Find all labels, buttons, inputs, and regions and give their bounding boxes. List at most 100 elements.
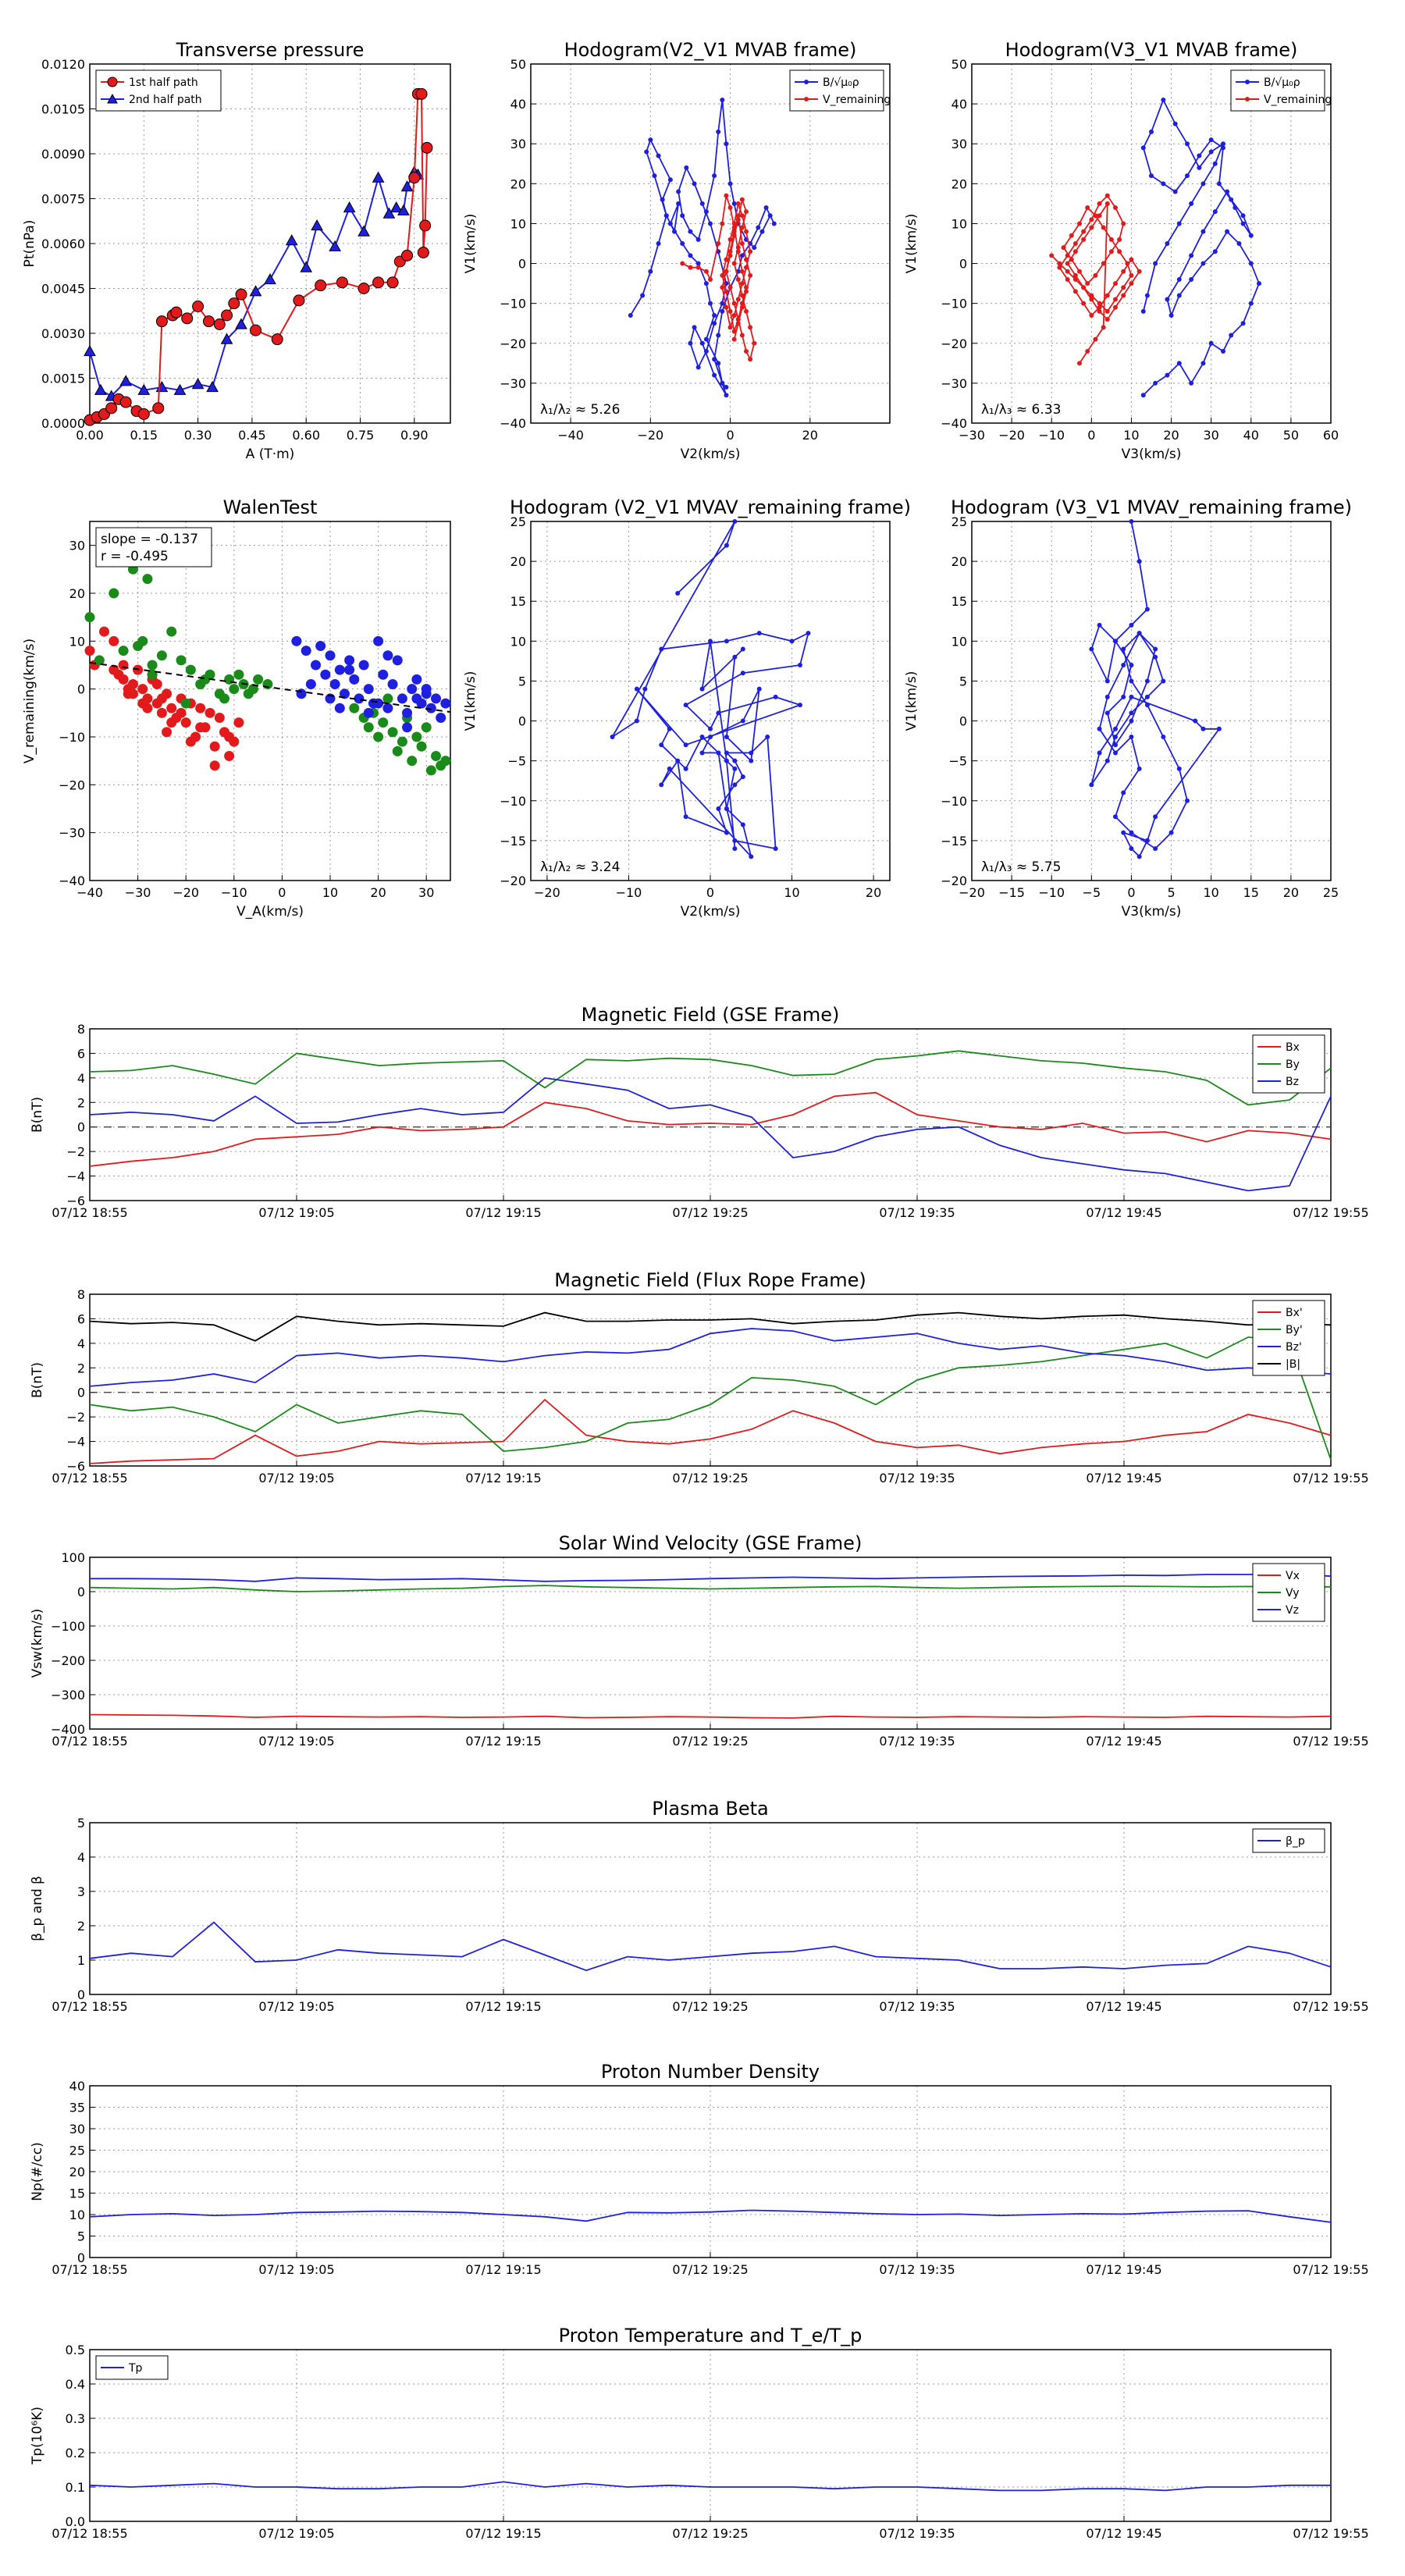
x-tick-label: 07/12 19:45	[1086, 2262, 1161, 2277]
point-v	[1101, 325, 1106, 330]
point	[1129, 678, 1134, 684]
point-1st-half	[181, 312, 194, 325]
point-1st-half	[271, 333, 283, 346]
x-tick-label: −40	[76, 885, 103, 900]
point-b	[1236, 241, 1242, 246]
chart-title: Transverse pressure	[176, 39, 365, 61]
walen-point-green	[142, 574, 153, 585]
y-tick-label: −20	[941, 873, 967, 888]
x-tick-label: 07/12 19:45	[1086, 1471, 1161, 1485]
x-tick-label: 07/12 19:35	[879, 1205, 955, 1220]
point-b	[1140, 393, 1146, 398]
point-b	[716, 361, 721, 366]
point-b	[771, 221, 777, 226]
y-tick-label: −20	[59, 777, 85, 792]
point	[1097, 726, 1102, 731]
point	[683, 703, 688, 708]
point-2nd-half	[235, 318, 247, 329]
chart-title: WalenTest	[223, 496, 318, 518]
y-tick-label: 15	[951, 594, 967, 609]
point-1st-half	[417, 247, 429, 258]
y-tick-label: 25	[69, 2144, 85, 2158]
walen-point-blue	[436, 712, 446, 723]
point-b	[1248, 301, 1254, 306]
point	[732, 782, 738, 788]
x-tick-label: 10	[784, 885, 799, 900]
legend-marker	[107, 93, 118, 104]
y-tick-label: 0	[77, 1386, 85, 1400]
x-axis-label: V3(km/s)	[1122, 904, 1182, 920]
point	[1129, 718, 1134, 724]
point	[1129, 735, 1134, 739]
y-axis-label: Tp(10⁶K)	[30, 2407, 45, 2465]
point-v	[727, 205, 733, 210]
point	[1121, 663, 1126, 667]
y-tick-label: 0.0060	[41, 237, 85, 251]
walen-point-green	[425, 765, 436, 776]
point-2nd-half	[285, 234, 298, 246]
point-v	[739, 293, 745, 298]
point	[806, 631, 811, 636]
point-v	[1081, 237, 1087, 242]
point	[1144, 694, 1150, 699]
walen-point-green	[397, 736, 407, 747]
point	[1113, 742, 1118, 748]
point-b	[644, 149, 649, 155]
legend-entry: Vy	[1286, 1587, 1300, 1599]
x-tick-label: 07/12 19:35	[879, 1734, 955, 1749]
point-b	[1221, 141, 1225, 147]
chart-title: Magnetic Field (Flux Rope Frame)	[554, 1269, 866, 1291]
series-line-β_p	[89, 1921, 1332, 1972]
walen-point-green	[373, 731, 384, 742]
point-v	[731, 313, 737, 318]
fit-slope: slope = -0.137	[101, 532, 198, 547]
y-tick-label: 0	[959, 257, 967, 272]
point-b	[1165, 297, 1170, 302]
walen-point-green	[349, 703, 360, 713]
point-b	[720, 380, 725, 386]
point-b	[1212, 249, 1218, 254]
point	[699, 735, 705, 739]
point-v	[1129, 281, 1134, 286]
y-axis-label: B(nT)	[30, 1097, 45, 1133]
walen-point-blue	[344, 655, 355, 666]
point	[724, 639, 729, 644]
walen-point-blue	[402, 722, 413, 733]
point	[773, 694, 778, 699]
point-b	[672, 229, 677, 234]
x-tick-label: 07/12 18:55	[52, 1999, 127, 2014]
point-v	[1069, 233, 1074, 238]
point-b	[724, 393, 729, 398]
point-b	[1153, 380, 1158, 386]
point-v	[724, 289, 729, 294]
walen-point-green	[416, 741, 427, 752]
series-line-b	[1142, 98, 1260, 396]
point-v	[1117, 237, 1122, 242]
point-1st-half	[408, 172, 421, 184]
point	[659, 742, 664, 748]
point-v	[1097, 201, 1102, 206]
walen-point-blue	[411, 674, 422, 685]
walen-point-red	[205, 707, 215, 718]
walen-point-blue	[387, 679, 398, 690]
point-v	[739, 281, 745, 286]
point	[708, 726, 713, 731]
x-tick-label: 30	[1203, 428, 1218, 443]
y-tick-label: 10	[510, 634, 526, 649]
point-b	[712, 313, 717, 318]
y-tick-label: 2	[77, 1361, 85, 1375]
point-b	[739, 253, 745, 258]
point-b	[1149, 173, 1154, 179]
point-b	[712, 173, 717, 179]
y-tick-label: −2	[66, 1144, 85, 1159]
y-tick-label: −30	[500, 376, 526, 391]
point-2nd-half	[249, 285, 262, 297]
point-b	[720, 98, 725, 102]
point-b	[1200, 261, 1206, 266]
legend: Bx' By' Bz' |B|	[1252, 1300, 1325, 1376]
y-tick-label: −6	[66, 1459, 85, 1474]
y-tick-label: −10	[500, 794, 526, 809]
point-v	[1104, 317, 1110, 322]
point-v	[731, 301, 737, 306]
y-tick-label: 4	[77, 1071, 85, 1086]
